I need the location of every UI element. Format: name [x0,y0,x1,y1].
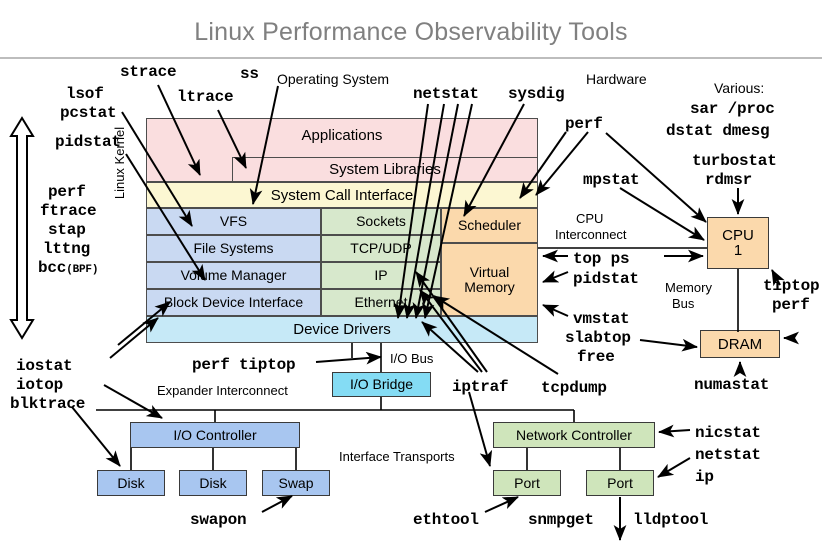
tool-numastat: numastat [694,376,770,394]
tool-top-ps: top ps [573,250,630,268]
tool-bcc: bcc [38,259,67,277]
hw-port-2: Port [586,470,654,496]
label-cpu-interconnect-line2: Interconnect [555,227,627,242]
cpu-line1: CPU [722,227,754,244]
tool-perf-tiptop-io: perf tiptop [192,356,296,374]
tool-snmpget: snmpget [528,511,594,529]
virtual-memory-line2: Memory [464,278,515,295]
tool-lsof: lsof [66,85,104,103]
hw-cpu: CPU 1 [707,217,769,269]
arrow-pidstat-to-virtual-memory [542,270,569,283]
arrow-slabtop-to-dram [639,338,698,352]
stack-system-call-interface: System Call Interface [146,182,538,208]
tool-perf-right: perf [772,296,810,314]
tool-bcc-suffix: (BPF) [66,264,99,276]
label-io-bus: I/O Bus [390,351,434,366]
tool-netstat-top: netstat [413,85,479,103]
stack-vfs: VFS [146,208,321,235]
tool-pidstat-right: pidstat [573,270,639,288]
hw-dram: DRAM [700,330,780,358]
tool-ethtool: ethtool [413,511,479,529]
tool-perf-hardware: perf [565,115,603,133]
tool-sar-proc: sar /proc [690,100,775,118]
tool-bcc-group: bcc(BPF) [38,259,98,280]
tool-turbostat: turbostat [692,152,777,170]
label-interface-transports: Interface Transports [339,449,455,464]
tool-free: free [577,348,615,366]
tool-iotop: iotop [16,376,64,394]
page-title: Linux Performance Observability Tools [194,18,628,46]
arrow-nicstat-to-network-controller [658,424,691,438]
section-label-hardware: Hardware [586,71,647,87]
virtual-memory-line1: Virtual [469,263,510,280]
tool-stap: stap [48,221,86,239]
label-expander-interconnect: Expander Interconnect [157,383,288,398]
tool-tiptop-right: tiptop [763,277,820,295]
tool-ftrace: ftrace [40,202,97,220]
tool-sysdig: sysdig [508,85,565,103]
stack-scheduler: Scheduler [441,208,538,243]
arrow-vmstat-to-virtual-memory [542,304,569,317]
tool-rdmsr: rdmsr [705,171,753,189]
stack-block-device-interface: Block Device Interface [146,289,321,316]
hw-disk-2: Disk [179,470,247,496]
tool-swapon: swapon [190,511,247,529]
double-arrow-shape [9,116,35,340]
arrow-iotop-to-io-controller [103,384,163,419]
title-divider [0,57,822,59]
tool-iostat: iostat [16,357,73,375]
tool-blktrace: blktrace [10,395,86,413]
tool-perf-left: perf [48,183,86,201]
arrow-blktrace-to-disk [71,406,121,467]
section-label-operating-system: Operating System [277,71,390,87]
tool-dstat-dmesg: dstat dmesg [666,122,770,140]
tool-ltrace: ltrace [177,88,234,106]
tool-vmstat: vmstat [573,310,630,328]
label-memory-bus-line2: Bus [672,296,695,311]
arrow-perf-to-syslib [535,131,589,196]
stack-ip: IP [321,262,441,289]
hw-io-bridge: I/O Bridge [332,372,431,397]
tool-pcstat: pcstat [60,104,117,122]
arrow-perf-tiptop-to-io-bus [315,351,382,365]
arrow-iptraf-to-port [468,391,493,467]
arrow-ethtool-to-port [484,496,519,513]
hw-swap: Swap [262,470,330,496]
tool-slabtop: slabtop [565,329,631,347]
hw-disk-1: Disk [97,470,165,496]
tool-tcpdump: tcpdump [541,379,607,397]
scope-double-arrow [9,116,35,340]
arrow-swapon-to-swap [261,495,293,513]
cpu-line2: 1 [733,242,743,259]
tool-pidstat-top: pidstat [55,133,121,151]
tool-lttng: lttng [43,240,91,258]
tool-iptraf: iptraf [452,378,509,396]
stack-system-libraries: System Libraries [232,157,538,182]
tool-netstat-bottom: netstat [695,446,761,464]
stack-volume-manager: Volume Manager [146,262,321,289]
stack-ethernet: Ethernet [321,289,441,316]
label-memory-bus-line1: Memory [665,280,712,295]
tool-ip: ip [695,468,714,486]
tool-strace: strace [120,63,177,81]
stack-device-drivers: Device Drivers [146,316,538,343]
tool-nicstat: nicstat [695,424,761,442]
tool-ss: ss [240,65,259,83]
tool-lldptool: lldptool [633,511,709,529]
stack-tcp-udp: TCP/UDP [321,235,441,262]
hw-network-controller: Network Controller [493,422,655,448]
section-label-various: Various: [714,80,765,96]
stack-file-systems: File Systems [146,235,321,262]
label-linux-kernel: Linux Kernel [112,126,127,200]
arrow-mpstat-to-cpu [619,187,705,241]
hw-io-controller: I/O Controller [130,422,300,448]
hw-port-1: Port [493,470,561,496]
stack-sockets: Sockets [321,208,441,235]
tool-mpstat: mpstat [583,171,640,189]
label-cpu-interconnect-line1: CPU [576,211,604,226]
arrow-netstat-ip-to-port [657,457,691,478]
stack-virtual-memory: Virtual Memory [441,243,538,316]
